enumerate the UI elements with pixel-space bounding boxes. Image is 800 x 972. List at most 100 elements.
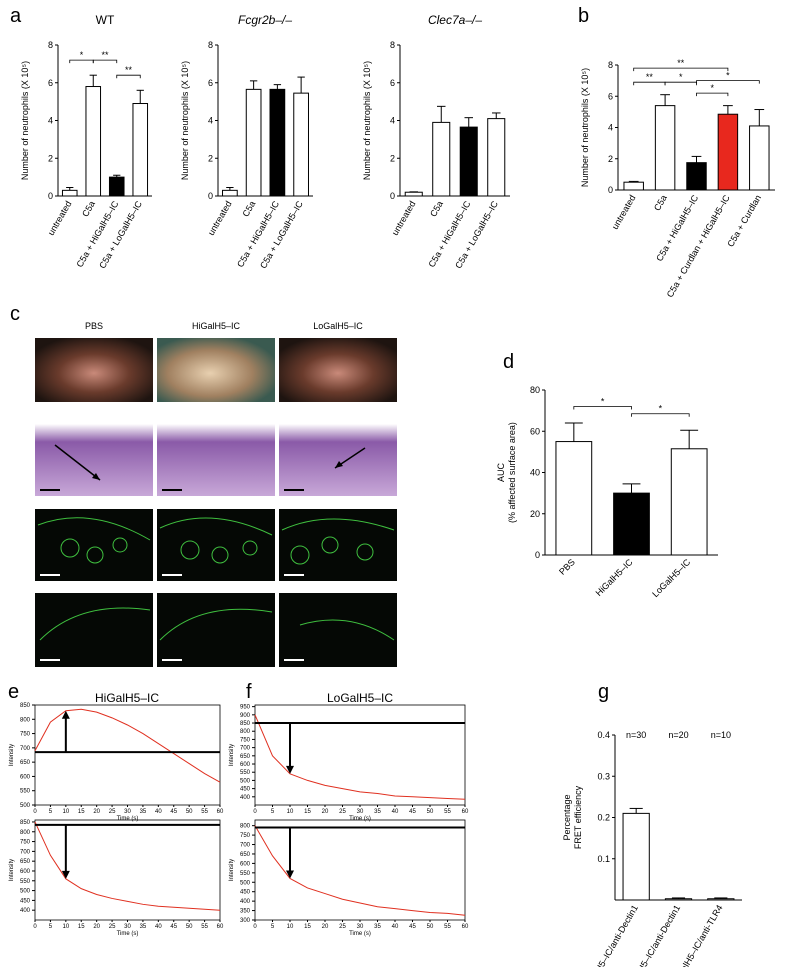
bracket-label: *: [601, 397, 605, 407]
x-tick-label: C5a + Curdlan: [725, 193, 763, 248]
y-tick-label: 300: [240, 918, 251, 924]
x-tick-label: 40: [155, 809, 162, 815]
bar: [223, 190, 238, 196]
error-bar: [297, 77, 304, 93]
column-title: HiGalH5–IC: [192, 321, 241, 331]
y-tick-label: 450: [20, 898, 31, 904]
x-tick-label: 5: [271, 809, 275, 815]
x-tick-label: 0: [253, 924, 257, 930]
y-tick-label: 750: [240, 737, 251, 743]
panel-label: c: [10, 303, 20, 325]
y-tick-label: 0: [208, 191, 213, 201]
bar: [687, 163, 706, 190]
y-tick-label: 0.3: [597, 771, 610, 781]
bar: [294, 93, 309, 196]
error-bar: [137, 90, 144, 103]
y-tick-label: 6: [390, 78, 395, 88]
y-tick-label: 8: [608, 60, 613, 70]
image-panel: c PBS HiGalH5–IC LoGalH5–IC: [10, 303, 397, 667]
error-bar: [754, 110, 764, 126]
x-tick-label: 30: [124, 924, 131, 930]
y-axis-label: Intensity: [9, 744, 15, 766]
x-tick-label: 60: [217, 924, 224, 930]
error-bar: [437, 106, 446, 122]
y-axis-label: Number of neutrophils (X 10⁵): [180, 61, 190, 180]
x-tick-label: 55: [444, 924, 451, 930]
y-tick-label: 400: [20, 908, 31, 914]
y-tick-label: 6: [48, 78, 53, 88]
bracket-label: *: [80, 50, 84, 60]
y-axis-label: Number of neutrophils (X 10⁵): [20, 61, 30, 180]
y-tick-label: 0.1: [597, 854, 610, 864]
y-tick-label: 550: [240, 871, 251, 877]
y-axis-label: Intensity: [229, 859, 235, 881]
x-tick-label: 15: [78, 809, 85, 815]
x-tick-label: 30: [357, 809, 364, 815]
fluorescence: [157, 593, 275, 667]
x-tick-label: C5a: [652, 193, 669, 212]
bar: [708, 899, 734, 900]
y-tick-label: 800: [240, 729, 251, 735]
x-tick-label: 55: [201, 809, 208, 815]
plot-frame: [255, 820, 465, 920]
x-tick-label: 50: [186, 924, 193, 930]
panel-label: a: [10, 5, 22, 27]
plot-frame: [255, 705, 465, 805]
y-tick-label: 450: [240, 890, 251, 896]
y-tick-label: 700: [240, 843, 251, 849]
x-tick-label: 30: [357, 924, 364, 930]
panel-label: b: [578, 5, 589, 27]
series-line: [35, 709, 220, 782]
x-tick-label: HiGalH5–IC: [594, 557, 635, 598]
y-axis-label: Intensity: [229, 744, 235, 766]
y-axis-label: FRET efficiency: [573, 785, 583, 849]
x-tick-label: 20: [93, 924, 100, 930]
bar: [623, 813, 649, 900]
x-tick-label: 45: [409, 809, 416, 815]
y-tick-label: 800: [20, 717, 31, 723]
error-bar: [630, 808, 643, 813]
y-tick-label: 700: [240, 746, 251, 752]
x-tick-label: 25: [109, 809, 116, 815]
x-tick-label: 60: [462, 809, 469, 815]
y-tick-label: 2: [390, 153, 395, 163]
x-tick-label: HiGalH5–IC/anti-Dectin1: [582, 903, 640, 967]
error-bar: [660, 95, 670, 106]
y-tick-label: 8: [48, 40, 53, 50]
y-tick-label: 0: [608, 185, 613, 195]
histology: [279, 424, 397, 496]
photo: [279, 338, 397, 402]
y-tick-label: 600: [240, 861, 251, 867]
bracket-label: **: [677, 58, 685, 68]
x-axis-label: Time (s): [117, 816, 139, 822]
y-tick-label: 650: [240, 754, 251, 760]
y-tick-label: 650: [20, 760, 31, 766]
x-tick-label: 50: [427, 924, 434, 930]
column-title: PBS: [85, 321, 103, 331]
y-axis-label: (% affected surface area): [507, 422, 517, 523]
y-tick-label: 450: [240, 787, 251, 793]
y-tick-label: 0.2: [597, 813, 610, 823]
photo: [35, 338, 153, 402]
y-axis-label: Number of neutrophils (X 10⁵): [362, 61, 372, 180]
x-tick-label: 10: [287, 924, 294, 930]
x-tick-label: 40: [392, 809, 399, 815]
x-tick-label: 50: [427, 809, 434, 815]
x-axis-label: Time (s): [349, 816, 371, 822]
error-bar: [723, 106, 733, 115]
x-tick-label: 15: [78, 924, 85, 930]
error-bar: [680, 430, 698, 449]
y-tick-label: 8: [390, 40, 395, 50]
x-tick-label: 50: [186, 809, 193, 815]
fluorescence: [35, 593, 153, 667]
x-tick-label: 30: [124, 809, 131, 815]
bracket: [634, 82, 665, 85]
bar: [433, 122, 450, 196]
y-tick-label: 0: [390, 191, 395, 201]
series-line: [255, 715, 465, 799]
y-tick-label: 4: [608, 123, 613, 133]
x-tick-label: 15: [304, 924, 311, 930]
y-tick-label: 6: [608, 91, 613, 101]
error-bar: [250, 81, 257, 89]
